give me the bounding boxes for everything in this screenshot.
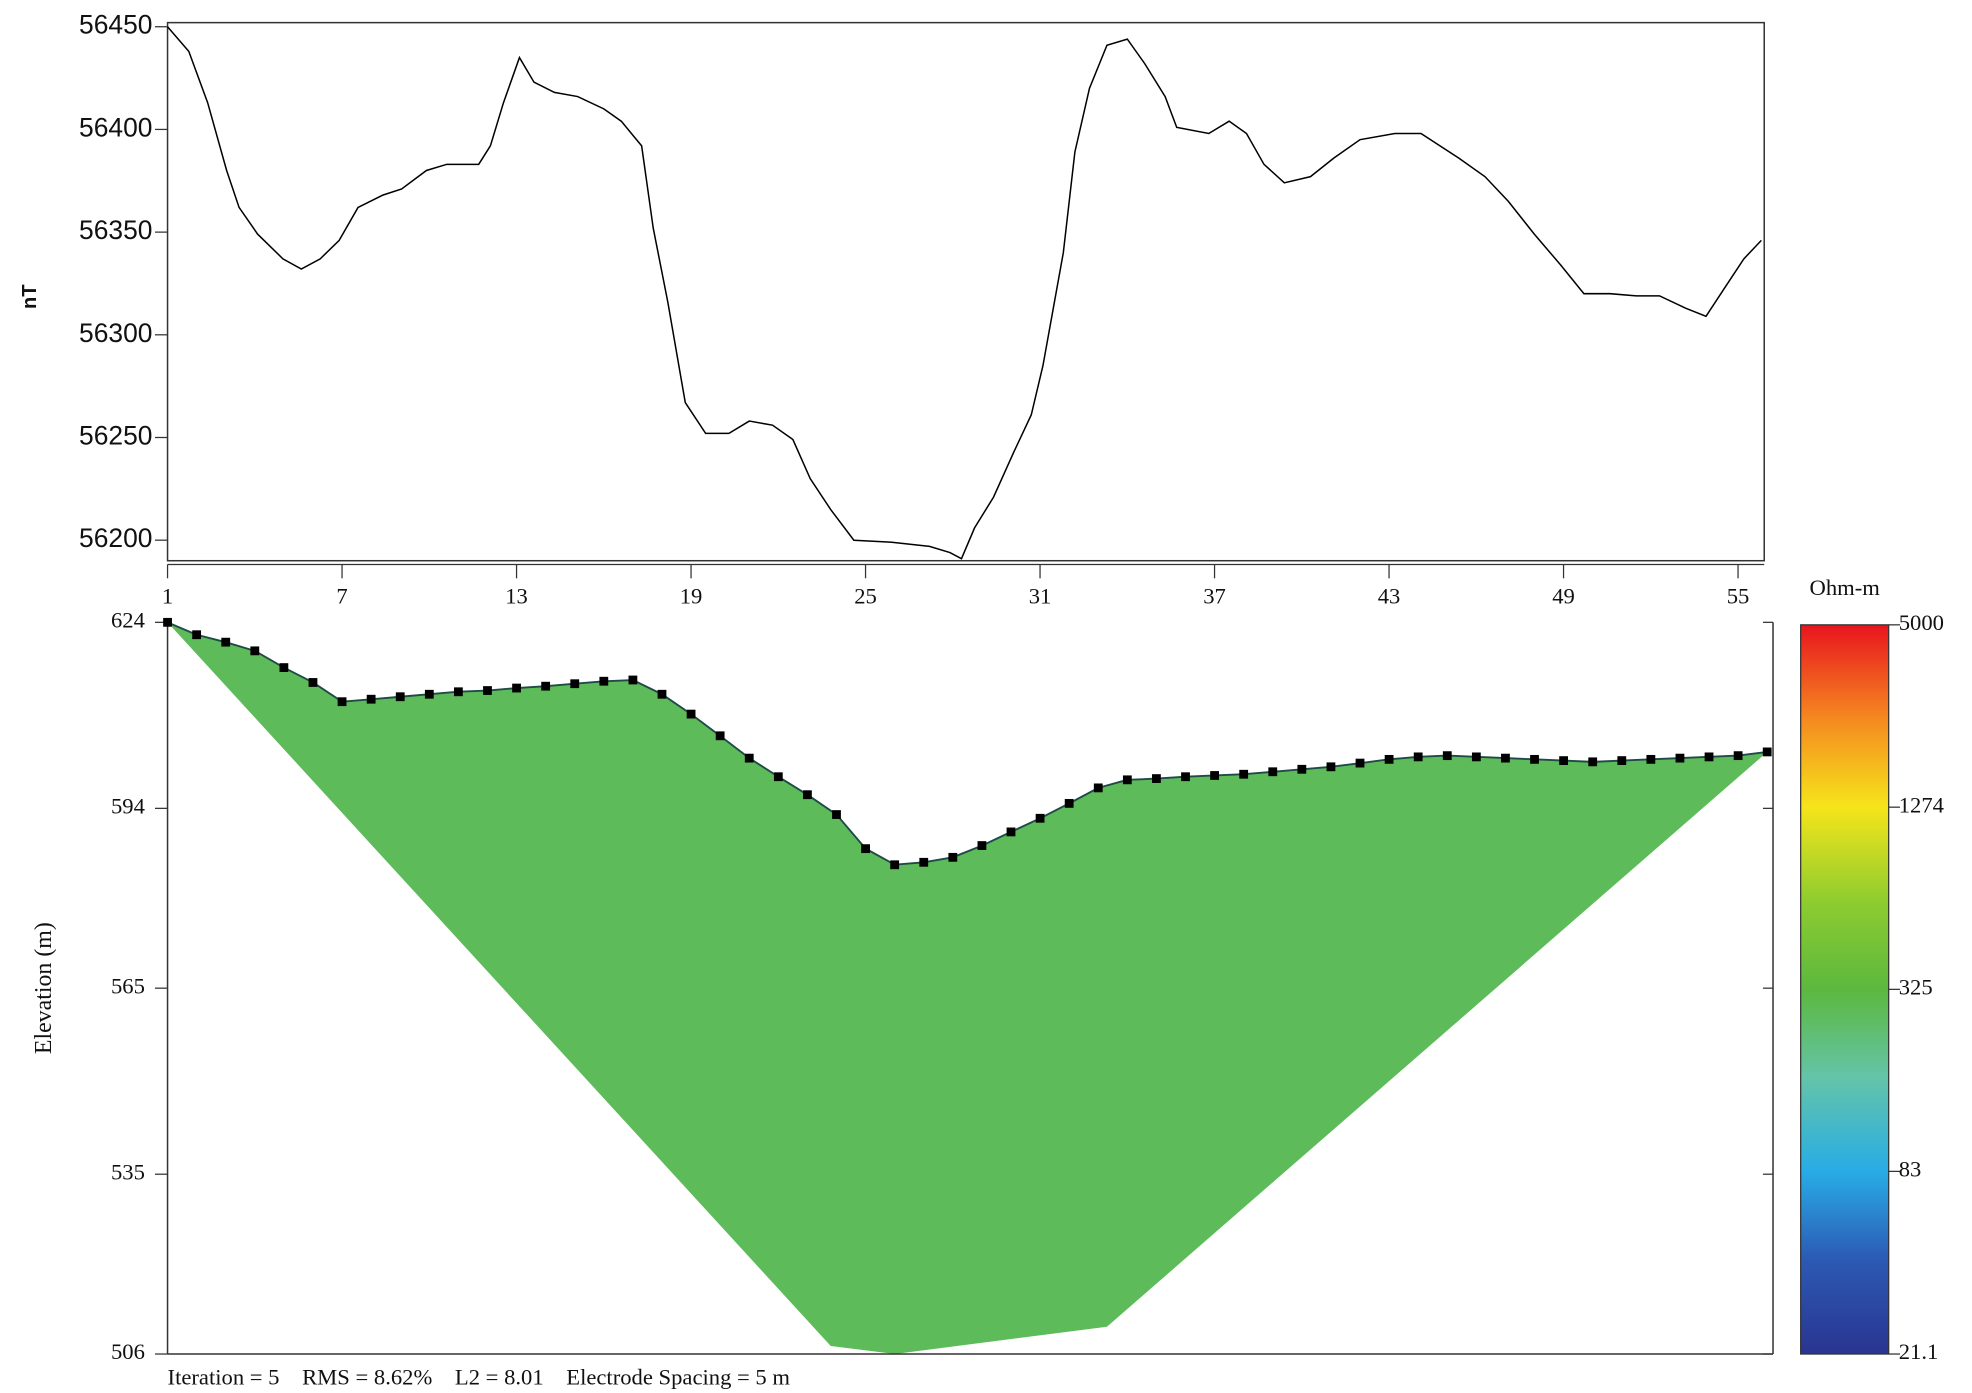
y-tick-label: 565 xyxy=(111,973,145,998)
electrode xyxy=(715,731,725,741)
electrode xyxy=(919,857,929,867)
colorbar-tick-label: 21.1 xyxy=(1899,1339,1939,1364)
x-tick-label: 55 xyxy=(1727,584,1750,609)
x-tick-label: 13 xyxy=(505,584,528,609)
electrode xyxy=(657,689,667,699)
electrode xyxy=(890,860,900,870)
electrode xyxy=(1093,783,1103,793)
electrode xyxy=(977,841,987,850)
colorbar-tick-label: 325 xyxy=(1899,975,1933,1000)
y-tick-label: 56450 xyxy=(79,10,152,40)
electrode xyxy=(395,692,405,702)
y-tick-label: 56300 xyxy=(79,318,152,348)
electrode xyxy=(1384,754,1394,764)
electrode xyxy=(1704,752,1714,762)
colorbar-label: Ohm-m xyxy=(1810,575,1881,600)
electrode xyxy=(1501,753,1510,763)
electrode xyxy=(1675,753,1685,763)
electrode xyxy=(744,753,754,763)
y-tick-label: 56200 xyxy=(79,523,152,553)
y-tick-label: 56250 xyxy=(79,420,152,450)
electrode xyxy=(337,697,347,707)
electrode xyxy=(1181,772,1190,782)
x-tick-label: 31 xyxy=(1029,584,1052,609)
electrode xyxy=(948,852,958,862)
electrode xyxy=(861,844,870,854)
electrode xyxy=(308,678,318,687)
y-tick-label: 624 xyxy=(111,608,145,633)
electrode xyxy=(832,810,841,819)
electrode xyxy=(1617,756,1627,766)
electrode xyxy=(599,676,609,686)
x-tick-label: 7 xyxy=(336,584,347,609)
electrode xyxy=(366,694,376,704)
electrode xyxy=(1646,754,1656,764)
topography-line xyxy=(167,621,1768,866)
x-tick-label: 1 xyxy=(162,584,173,609)
electrode xyxy=(686,709,696,719)
y-tick-label: 506 xyxy=(111,1339,145,1364)
electrode xyxy=(803,790,812,800)
section-base xyxy=(167,622,1768,1355)
colorbar xyxy=(1800,624,1890,1355)
x-tick-label: 37 xyxy=(1203,584,1226,609)
footer-note: Iteration = 5 RMS = 8.62% L2 = 8.01 Elec… xyxy=(168,1364,791,1389)
electrode xyxy=(1442,751,1452,761)
electrode xyxy=(1559,756,1569,766)
electrode xyxy=(1122,775,1132,785)
x-tick-label: 25 xyxy=(854,584,877,609)
electrode xyxy=(628,675,638,685)
electrode xyxy=(250,646,260,656)
colorbar-tick-label: 83 xyxy=(1899,1157,1922,1182)
electrode xyxy=(1588,757,1598,767)
colorbar-tick-label: 1274 xyxy=(1899,792,1944,817)
electrode xyxy=(1733,751,1743,761)
electrode xyxy=(773,772,783,782)
electrode xyxy=(512,683,521,693)
electrode xyxy=(1152,774,1161,783)
plot-frame xyxy=(166,21,1765,562)
electrode xyxy=(1413,752,1423,762)
y-tick-label: 535 xyxy=(111,1159,145,1184)
x-tick-label: 19 xyxy=(680,584,703,609)
y-tick-label: 56350 xyxy=(79,215,152,245)
electrode xyxy=(221,637,231,647)
y-axis-label: nT xyxy=(19,284,41,309)
electrode xyxy=(541,681,551,691)
electrode xyxy=(483,686,492,695)
electrode xyxy=(163,617,172,627)
colorbar-tick-label: 5000 xyxy=(1899,610,1944,635)
electrode xyxy=(192,630,202,640)
y-tick-label: 594 xyxy=(111,794,145,819)
electrode xyxy=(1762,747,1772,757)
electrode xyxy=(453,687,463,697)
electrode xyxy=(1268,767,1278,777)
electrode xyxy=(1064,798,1074,808)
y-tick-label: 56400 xyxy=(79,112,152,142)
electrode xyxy=(1239,769,1249,779)
electrode xyxy=(1326,762,1336,772)
electrode xyxy=(1210,771,1219,780)
electrode xyxy=(424,689,434,699)
electrode xyxy=(1355,758,1365,768)
electrode xyxy=(1006,827,1016,837)
electrode xyxy=(570,679,580,689)
electrode xyxy=(1530,754,1539,764)
x-tick-label: 49 xyxy=(1552,584,1575,609)
electrode xyxy=(1471,752,1481,762)
electrode xyxy=(1297,764,1307,774)
electrode xyxy=(279,663,289,672)
data-line xyxy=(166,26,1762,560)
electrode xyxy=(1035,813,1045,823)
y-axis-label: Elevation (m) xyxy=(31,922,57,1054)
x-tick-label: 43 xyxy=(1378,584,1401,609)
